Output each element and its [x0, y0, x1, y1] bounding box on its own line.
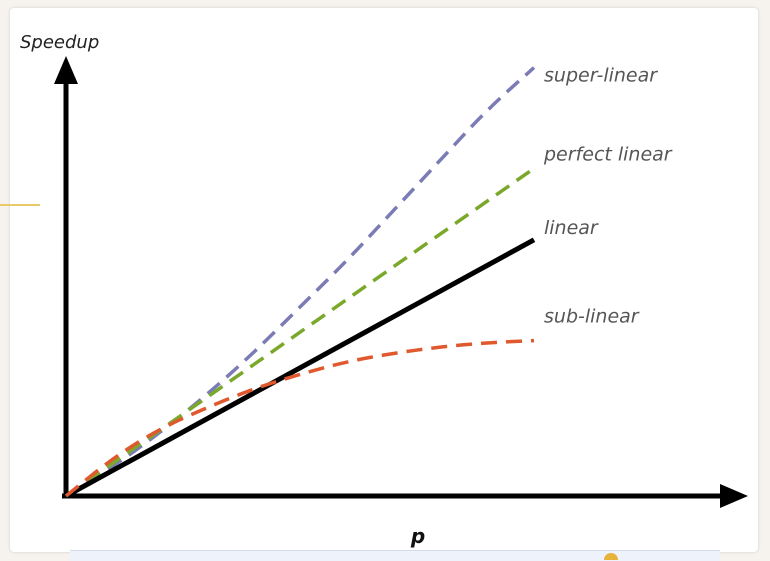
next-slide-strip — [70, 550, 720, 561]
series-label-perfect-linear: perfect linear — [543, 143, 673, 165]
decorative-accent-dot — [604, 553, 618, 560]
series-line-sub-linear — [64, 338, 535, 498]
x-axis-arrow-icon — [720, 484, 748, 508]
series-label-super-linear: super-linear — [544, 65, 658, 87]
x-axis-title: p — [410, 524, 425, 548]
series-line-super-linear — [65, 66, 536, 498]
y-axis-arrow-icon — [54, 56, 78, 84]
series-label-linear: linear — [544, 217, 599, 239]
series-label-sub-linear: sub-linear — [544, 306, 640, 328]
axes — [54, 56, 748, 508]
slide-frame — [10, 8, 758, 552]
y-axis-title: Speedup — [20, 32, 99, 53]
decorative-accent-line — [0, 204, 40, 206]
series-line-perfect-linear — [64, 166, 536, 498]
series-line-linear — [64, 237, 536, 499]
